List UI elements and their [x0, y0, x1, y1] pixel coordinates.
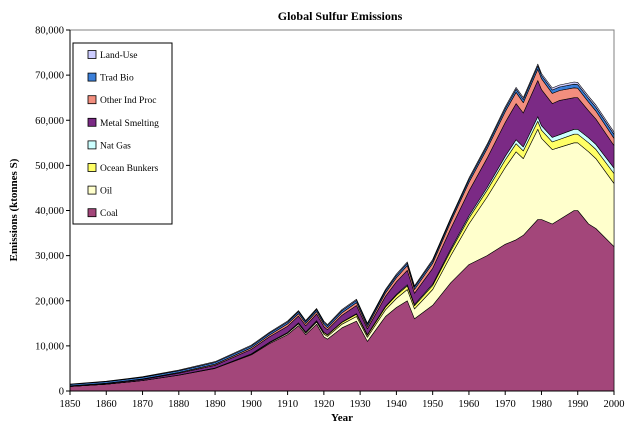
- x-ticks: 1850 1860 1870 1880 1890 1900 1910 1920 1930 1940…: [60, 391, 625, 410]
- x-tick-label: 1880: [168, 399, 189, 410]
- x-tick-label: 1900: [241, 399, 262, 410]
- legend-label-land-use: Land-Use: [100, 51, 137, 61]
- legend: Land-Use Trad Bio Other Ind Proc Metal Smel…: [72, 42, 173, 225]
- x-tick-label: 1970: [495, 399, 516, 410]
- y-tick-label: 20,000: [35, 296, 64, 307]
- x-tick-label: 1890: [205, 399, 226, 410]
- x-tick-label: 2000: [604, 399, 625, 410]
- y-axis-label: Emissions (ktonnes S): [8, 158, 20, 261]
- x-tick-label: 1930: [350, 399, 371, 410]
- y-ticks: 0 10,000 20,000 30,000 40,000 50,000 60,000 70,…: [35, 26, 70, 398]
- legend-swatch-trad-bio: [87, 72, 97, 82]
- x-tick-label: 1910: [277, 399, 298, 410]
- legend-box: [72, 42, 173, 225]
- y-tick-label: 0: [59, 387, 64, 398]
- y-tick-label: 30,000: [35, 251, 64, 262]
- legend-label-nat-gas: Nat Gas: [100, 141, 131, 151]
- y-tick-label: 60,000: [35, 116, 64, 127]
- legend-label-coal: Coal: [100, 209, 118, 219]
- x-tick-label: 1990: [567, 399, 588, 410]
- x-tick-label: 1940: [386, 399, 407, 410]
- x-tick-label: 1980: [531, 399, 552, 410]
- y-tick-label: 40,000: [35, 206, 64, 217]
- legend-swatch-other-ind-proc: [87, 95, 97, 105]
- y-tick-label: 10,000: [35, 341, 64, 352]
- x-tick-label: 1870: [132, 399, 153, 410]
- legend-swatch-oil: [87, 185, 97, 195]
- legend-swatch-land-use: [87, 50, 97, 59]
- y-tick-label: 50,000: [35, 161, 64, 172]
- x-tick-label: 1860: [96, 399, 117, 410]
- x-tick-label: 1950: [422, 399, 443, 410]
- legend-swatch-nat-gas: [87, 140, 97, 150]
- x-tick-label: 1960: [458, 399, 479, 410]
- legend-swatch-metal-smelting: [87, 117, 97, 127]
- legend-label-ocean-bunkers: Ocean Bunkers: [100, 164, 159, 174]
- x-tick-label: 1920: [313, 399, 334, 410]
- legend-swatch-ocean-bunkers: [87, 163, 97, 172]
- area-land-use: [69, 63, 615, 385]
- x-tick-label: 1850: [60, 399, 81, 410]
- y-tick-label: 80,000: [35, 26, 64, 37]
- y-tick-label: 70,000: [35, 71, 64, 82]
- legend-swatch-coal: [87, 208, 97, 218]
- chart-title: Global Sulfur Emissions: [278, 9, 403, 23]
- x-axis-label: Year: [331, 412, 353, 424]
- legend-label-oil: Oil: [100, 187, 113, 197]
- legend-label-metal-smelting: Metal Smelting: [100, 119, 159, 129]
- legend-label-other-ind-proc: Other Ind Proc: [100, 96, 156, 106]
- legend-label-trad-bio: Trad Bio: [100, 74, 134, 84]
